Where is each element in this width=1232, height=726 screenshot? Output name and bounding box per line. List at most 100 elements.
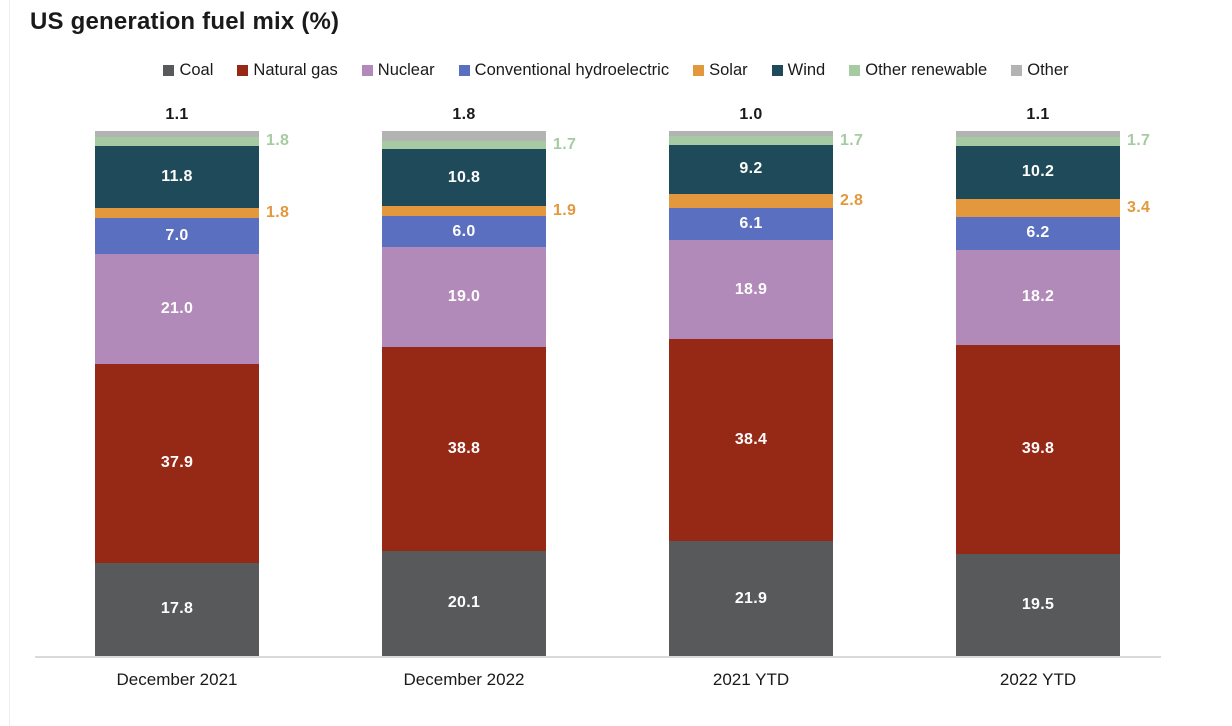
legend-swatch-nuclear bbox=[361, 65, 373, 76]
value-label-wind: 9.2 bbox=[739, 160, 763, 178]
value-label-nuclear: 18.9 bbox=[734, 280, 768, 298]
segment-other-renewable bbox=[95, 136, 259, 147]
segment-nuclear: 18.2 bbox=[956, 249, 1120, 345]
value-label-coal: 17.8 bbox=[160, 600, 194, 618]
segment-conventional-hydroelectric: 6.1 bbox=[669, 208, 833, 241]
segment-coal: 21.9 bbox=[669, 541, 833, 656]
value-label-wind: 10.2 bbox=[1021, 163, 1055, 181]
bar-2021-ytd: 21.9 38.4 18.9 6.1 2.8 9.2 1.7 1.0 bbox=[669, 106, 863, 656]
segment-solar bbox=[956, 199, 1120, 218]
side-value-label-solar: 1.9 bbox=[553, 201, 577, 219]
side-value-label-solar: 2.8 bbox=[840, 191, 864, 209]
category-label-december-2021: December 2021 bbox=[116, 670, 238, 689]
legend-swatch-other-renewable bbox=[849, 65, 861, 76]
legend-label-coal: Coal bbox=[179, 61, 214, 79]
segment-nuclear: 19.0 bbox=[382, 247, 546, 348]
value-label-natural-gas: 37.9 bbox=[160, 454, 194, 472]
legend-item-wind: Wind bbox=[771, 61, 826, 80]
segment-nuclear: 18.9 bbox=[669, 240, 833, 340]
segment-solar bbox=[382, 206, 546, 217]
segment-other-renewable bbox=[669, 136, 833, 146]
legend-label-other: Other bbox=[1027, 61, 1069, 79]
segment-other bbox=[382, 131, 546, 141]
above-value-label-other: 1.1 bbox=[1026, 106, 1050, 123]
segment-other bbox=[956, 131, 1120, 137]
value-label-nuclear: 19.0 bbox=[447, 288, 481, 306]
value-label-coal: 19.5 bbox=[1021, 595, 1055, 613]
segment-wind: 11.8 bbox=[95, 146, 259, 209]
value-label-wind: 11.8 bbox=[161, 168, 193, 186]
legend-item-other: Other bbox=[1011, 61, 1069, 80]
segment-natural-gas: 38.8 bbox=[382, 347, 546, 551]
value-label-natural-gas: 38.8 bbox=[447, 439, 481, 457]
segment-nuclear: 21.0 bbox=[95, 254, 259, 365]
legend-swatch-natural-gas bbox=[237, 65, 249, 76]
legend-label-conventional-hydroelectric: Conventional hydroelectric bbox=[474, 61, 670, 79]
left-edge-rule bbox=[9, 0, 10, 726]
segment-coal: 17.8 bbox=[95, 562, 259, 656]
legend-item-other-renewable: Other renewable bbox=[849, 61, 987, 80]
value-label-natural-gas: 38.4 bbox=[734, 431, 768, 449]
legend-item-solar: Solar bbox=[693, 61, 748, 80]
value-label-conventional-hydroelectric: 6.0 bbox=[452, 222, 476, 240]
category-label-2021-ytd: 2021 YTD bbox=[712, 670, 790, 689]
side-value-label-solar: 1.8 bbox=[266, 203, 290, 221]
segment-conventional-hydroelectric: 7.0 bbox=[95, 217, 259, 255]
segment-wind: 10.8 bbox=[382, 149, 546, 207]
value-label-coal: 20.1 bbox=[447, 594, 481, 612]
segment-conventional-hydroelectric: 6.2 bbox=[956, 217, 1120, 250]
bar-december-2021: 17.8 37.9 21.0 7.0 1.8 11.8 1.8 1.1 bbox=[95, 106, 289, 656]
value-label-wind: 10.8 bbox=[447, 168, 481, 186]
above-value-label-other: 1.0 bbox=[739, 106, 763, 123]
side-value-label-solar: 3.4 bbox=[1127, 199, 1151, 217]
chart-title: US generation fuel mix (%) bbox=[30, 8, 340, 35]
legend: Coal Natural gas Nuclear Conventional hydro… bbox=[0, 61, 1232, 80]
segment-wind: 10.2 bbox=[956, 145, 1120, 200]
side-value-label-other-renewable: 1.8 bbox=[266, 132, 290, 150]
legend-item-coal: Coal bbox=[163, 61, 213, 80]
legend-label-other-renewable: Other renewable bbox=[865, 61, 988, 79]
segment-natural-gas: 37.9 bbox=[95, 364, 259, 563]
above-value-label-other: 1.1 bbox=[165, 106, 189, 123]
segment-other-renewable bbox=[382, 140, 546, 150]
value-label-conventional-hydroelectric: 7.0 bbox=[165, 226, 189, 244]
segment-natural-gas: 39.8 bbox=[956, 345, 1120, 554]
segment-other bbox=[669, 131, 833, 137]
value-label-natural-gas: 39.8 bbox=[1021, 440, 1055, 458]
above-value-label-other: 1.8 bbox=[452, 106, 476, 123]
side-value-label-other-renewable: 1.7 bbox=[840, 131, 864, 149]
category-label-2022-ytd: 2022 YTD bbox=[999, 670, 1077, 689]
plot-area: 17.8 37.9 21.0 7.0 1.8 11.8 1.8 1.1 20.1 38.8 19.0… bbox=[0, 106, 1232, 658]
legend-label-solar: Solar bbox=[709, 61, 748, 79]
x-axis-line bbox=[35, 656, 1161, 658]
segment-solar bbox=[95, 208, 259, 218]
segment-other bbox=[95, 131, 259, 137]
segment-wind: 9.2 bbox=[669, 145, 833, 194]
value-label-nuclear: 21.0 bbox=[160, 300, 194, 318]
segment-coal: 19.5 bbox=[956, 553, 1120, 656]
legend-item-nuclear: Nuclear bbox=[361, 61, 435, 80]
legend-item-natural-gas: Natural gas bbox=[237, 61, 338, 80]
bar-2022-ytd: 19.5 39.8 18.2 6.2 3.4 10.2 1.7 1.1 bbox=[956, 106, 1150, 656]
legend-swatch-other bbox=[1011, 65, 1023, 76]
legend-swatch-solar bbox=[693, 65, 705, 76]
category-label-december-2022: December 2022 bbox=[403, 670, 525, 689]
side-value-label-other-renewable: 1.7 bbox=[553, 135, 577, 153]
legend-item-conventional-hydroelectric: Conventional hydroelectric bbox=[458, 61, 670, 80]
segment-coal: 20.1 bbox=[382, 550, 546, 656]
legend-swatch-wind bbox=[771, 65, 783, 76]
segment-solar bbox=[669, 193, 833, 209]
value-label-conventional-hydroelectric: 6.1 bbox=[739, 215, 763, 233]
legend-label-nuclear: Nuclear bbox=[377, 61, 435, 79]
value-label-conventional-hydroelectric: 6.2 bbox=[1026, 224, 1050, 242]
legend-label-wind: Wind bbox=[787, 61, 826, 79]
bar-december-2022: 20.1 38.8 19.0 6.0 1.9 10.8 1.7 1.8 bbox=[382, 106, 576, 656]
segment-natural-gas: 38.4 bbox=[669, 339, 833, 542]
value-label-coal: 21.9 bbox=[734, 589, 768, 607]
legend-swatch-coal bbox=[163, 65, 175, 76]
legend-label-natural-gas: Natural gas bbox=[253, 61, 338, 79]
side-value-label-other-renewable: 1.7 bbox=[1127, 132, 1151, 150]
legend-swatch-conventional-hydroelectric bbox=[458, 65, 470, 76]
value-label-nuclear: 18.2 bbox=[1021, 288, 1055, 306]
